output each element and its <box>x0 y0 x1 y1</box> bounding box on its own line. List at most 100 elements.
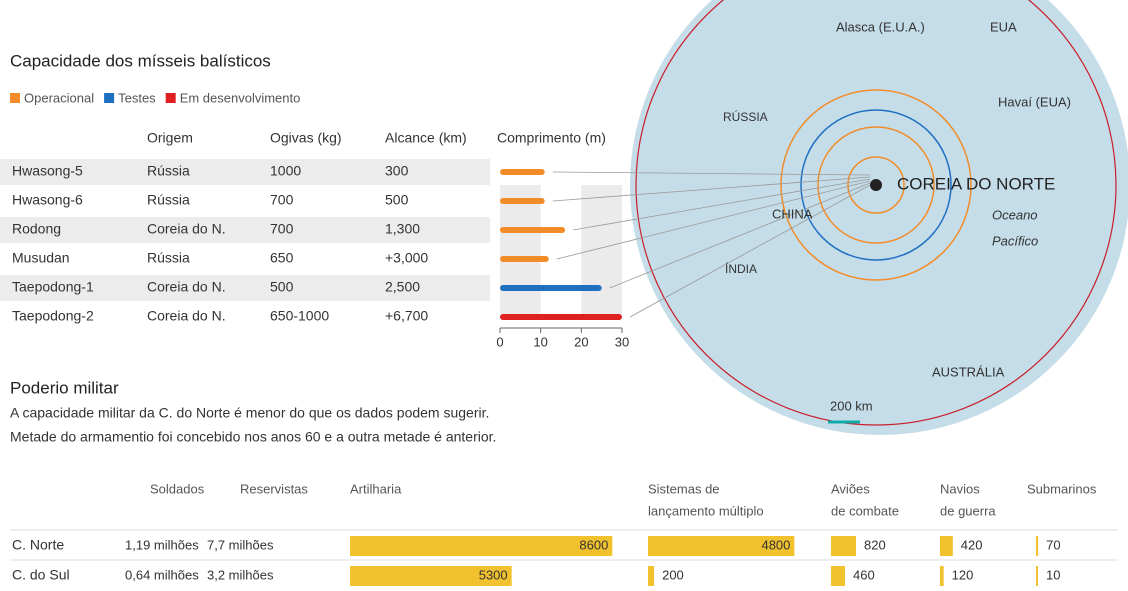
leader <box>572 178 871 231</box>
bar <box>350 566 512 586</box>
origin: Coreia do N. <box>147 308 226 324</box>
range: 500 <box>385 192 409 208</box>
value-label: 10 <box>1046 567 1060 582</box>
row-bg <box>0 217 490 243</box>
column-header: Artilharia <box>350 481 402 496</box>
range-ring <box>635 0 1117 426</box>
map-label: CHINA <box>772 206 813 221</box>
bar <box>940 536 953 556</box>
row-bg <box>0 275 490 301</box>
warhead: 700 <box>270 221 294 237</box>
country: C. Norte <box>12 537 64 553</box>
missile-name: Taepodong-2 <box>12 308 94 324</box>
legend-label: Testes <box>118 90 156 105</box>
range-ring <box>817 126 935 244</box>
column-header: Comprimento (m) <box>497 130 606 146</box>
warhead: 1000 <box>270 163 301 179</box>
warhead: 650 <box>270 250 294 266</box>
missile-bar <box>500 198 545 204</box>
country: C. do Sul <box>12 567 70 583</box>
column-header: Origem <box>147 130 193 146</box>
map-label: Oceano <box>992 207 1038 222</box>
range: 2,500 <box>385 279 420 295</box>
missile-name: Musudan <box>12 250 70 266</box>
leader <box>556 180 871 260</box>
map-label: COREIA DO NORTE <box>897 174 1055 193</box>
bar <box>1036 566 1038 586</box>
missile-name: Hwasong-6 <box>12 192 83 208</box>
leader <box>629 184 871 318</box>
origin: Rússia <box>147 250 190 266</box>
range: +6,700 <box>385 308 428 324</box>
leader <box>552 176 871 202</box>
missile-bar <box>500 314 622 320</box>
stripe <box>500 185 541 315</box>
column-header: de guerra <box>940 503 996 518</box>
map-label: RÚSSIA <box>723 109 768 124</box>
legend-label: Operacional <box>24 90 94 105</box>
missile-bar <box>500 169 545 175</box>
missile-name: Hwasong-5 <box>12 163 83 179</box>
value-label: 460 <box>853 567 875 582</box>
origin: Rússia <box>147 163 190 179</box>
origin: Coreia do N. <box>147 279 226 295</box>
legend-swatch <box>104 93 115 103</box>
column-header: Soldados <box>150 481 205 496</box>
warhead: 650-1000 <box>270 308 329 324</box>
bar <box>648 536 795 556</box>
korea <box>870 179 882 191</box>
map-label: 200 km <box>830 398 873 413</box>
map-label: EUA <box>990 19 1017 34</box>
range-ring <box>780 89 972 281</box>
bar <box>350 536 613 556</box>
legend-swatch <box>165 93 176 103</box>
map-label: Havaí (EUA) <box>998 94 1071 109</box>
stripe <box>581 185 622 315</box>
reservists: 3,2 milhões <box>207 567 274 582</box>
warhead: 500 <box>270 279 294 295</box>
range-ring <box>800 109 952 261</box>
bar <box>831 536 857 556</box>
range: 300 <box>385 163 409 179</box>
column-header: Submarinos <box>1027 481 1097 496</box>
leader <box>552 171 871 176</box>
bar <box>648 566 655 586</box>
column-header: Ogivas (kg) <box>270 130 342 146</box>
missile-bar <box>500 285 602 291</box>
value-label: 420 <box>961 537 983 552</box>
column-header: Reservistas <box>240 481 308 496</box>
value-label: 70 <box>1046 537 1060 552</box>
value-label: 4800 <box>761 537 790 552</box>
reservists: 7,7 milhões <box>207 537 274 552</box>
value-label: 820 <box>864 537 886 552</box>
column-header: de combate <box>831 503 899 518</box>
column-header: Navios <box>940 481 980 496</box>
column-header: Sistemas de <box>648 481 720 496</box>
x-tick-label: 0 <box>496 334 503 349</box>
bar <box>1036 536 1039 556</box>
range: +3,000 <box>385 250 428 266</box>
map-label: Alasca (E.U.A.) <box>836 19 925 34</box>
legend-swatch <box>10 93 20 103</box>
row-bg <box>0 159 490 185</box>
description: A capacidade militar da C. do Norte é me… <box>10 405 489 421</box>
value-label: 120 <box>952 567 974 582</box>
origin: Rússia <box>147 192 190 208</box>
range: 1,300 <box>385 221 420 237</box>
column-header: lançamento múltiplo <box>648 503 764 518</box>
origin: Coreia do N. <box>147 221 226 237</box>
missile-bar <box>500 256 549 262</box>
range-ring <box>847 156 905 214</box>
column-header: Alcance (km) <box>385 130 467 146</box>
missile-name: Taepodong-1 <box>12 279 94 295</box>
map-label: ÍNDIA <box>725 261 757 276</box>
title: Capacidade dos mísseis balísticos <box>10 51 271 70</box>
map-label: AUSTRÁLIA <box>932 364 1005 379</box>
soldiers: 1,19 milhões <box>125 537 199 552</box>
soldiers: 0,64 milhões <box>125 567 199 582</box>
value-label: 200 <box>662 567 684 582</box>
missile-bar <box>500 227 566 233</box>
warhead: 700 <box>270 192 294 208</box>
description: Metade do armamentio foi concebido nos a… <box>10 429 496 445</box>
